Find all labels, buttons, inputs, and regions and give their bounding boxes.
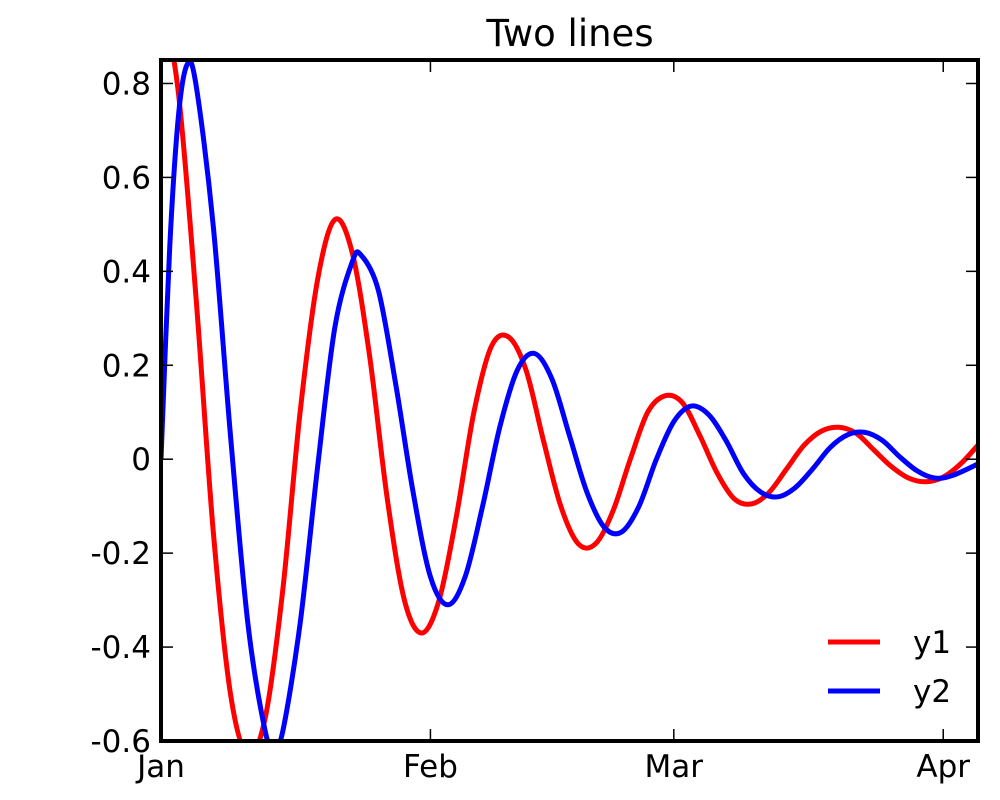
y-tick-label: 0.6 bbox=[102, 160, 151, 196]
x-tick-label: Mar bbox=[645, 749, 704, 785]
series-line-y2 bbox=[161, 60, 978, 741]
y-tick-label: 0.8 bbox=[102, 66, 151, 102]
y-tick-label: 0.4 bbox=[102, 254, 151, 290]
y-tick-label: -0.2 bbox=[91, 536, 152, 572]
y-tick-label: 0 bbox=[131, 442, 151, 478]
lines-layer bbox=[161, 60, 978, 741]
plot-frame bbox=[159, 58, 980, 743]
y-tick-label: -0.6 bbox=[91, 724, 152, 760]
x-tick-label: Feb bbox=[403, 749, 458, 785]
legend-label-y2: y2 bbox=[913, 674, 951, 710]
ticks-layer: -0.6 -0.4 -0.2 0 0.2 0.4 0.6 0.8 Jan Feb Mar Apr bbox=[91, 60, 978, 785]
series-line-y1 bbox=[171, 60, 978, 741]
y-tick-label: 0.2 bbox=[102, 348, 151, 384]
legend-label-y1: y1 bbox=[913, 625, 951, 661]
x-tick-label: Jan bbox=[135, 749, 185, 785]
y-tick-label: -0.4 bbox=[91, 630, 152, 666]
chart-title: Two lines bbox=[485, 12, 653, 55]
x-tick-label: Apr bbox=[916, 749, 970, 785]
